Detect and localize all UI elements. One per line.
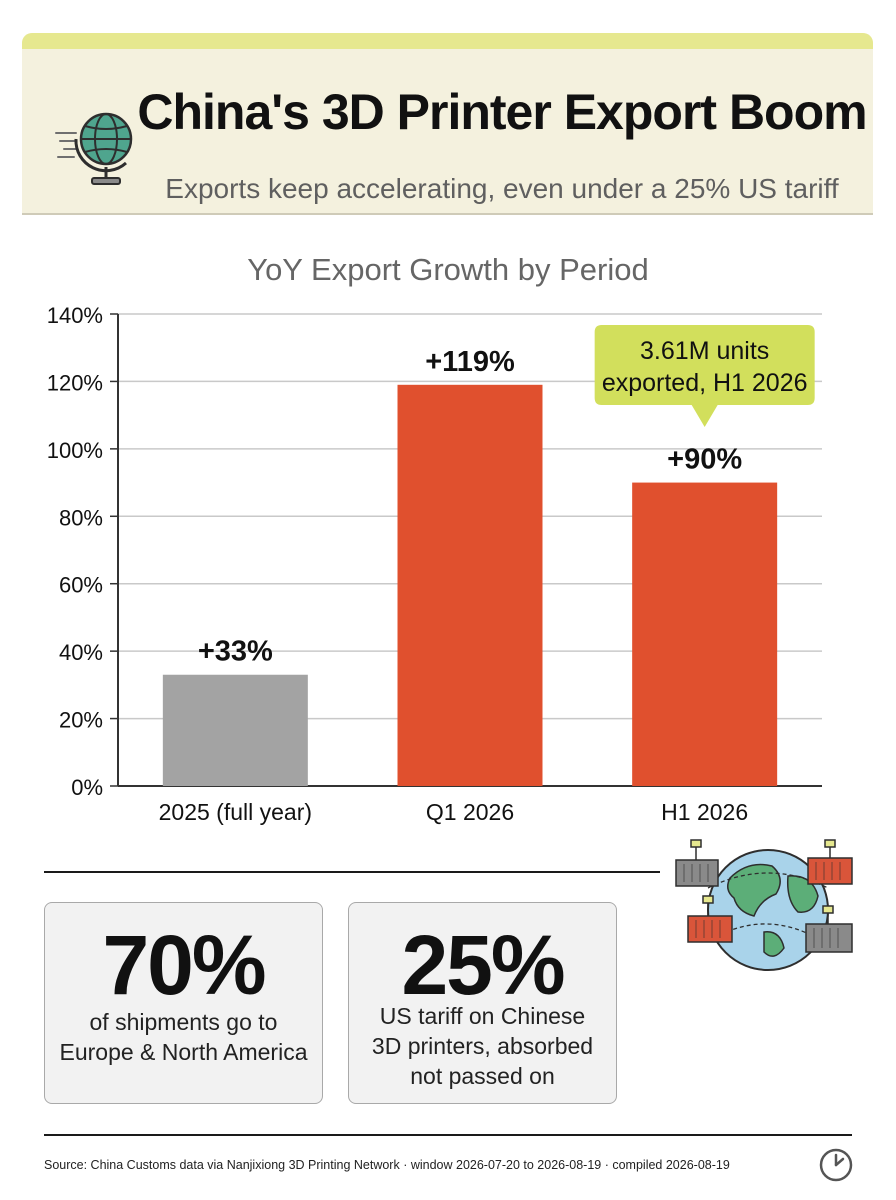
- x-tick-label: 2025 (full year): [159, 799, 312, 825]
- callout-bubble: [594, 325, 815, 427]
- bar-chart: YoY Export Growth by Period 0% 20% 40% 60% 8…: [47, 252, 822, 825]
- source-note: Source: China Customs data via Nanjixion…: [44, 1158, 730, 1172]
- page-title: China's 3D Printer Export Boom: [137, 84, 867, 140]
- bar-value-label: +119%: [425, 346, 515, 378]
- stat-value: 70%: [102, 918, 266, 1012]
- annotation-callout: 3.61M units exported, H1 2026: [594, 325, 815, 427]
- globe-icon: [55, 112, 133, 185]
- y-tick-label: 100%: [47, 438, 103, 463]
- stat-description-line: of shipments go to: [89, 1009, 278, 1035]
- clock-icon: [819, 1148, 853, 1182]
- section-divider: [44, 871, 660, 873]
- stat-description-line: Europe & North America: [59, 1039, 308, 1065]
- x-tick-label: Q1 2026: [426, 799, 514, 825]
- y-tick-label: 140%: [47, 303, 103, 328]
- bar: [632, 482, 778, 786]
- header-accent-band: [22, 33, 873, 49]
- y-tick-label: 40%: [59, 640, 103, 665]
- global-shipping-icon: [675, 839, 853, 971]
- bar-value-label: +33%: [198, 636, 273, 668]
- stat-description-line: 3D printers, absorbed: [371, 1033, 594, 1059]
- stat-description: of shipments go to Europe & North Americ…: [55, 1007, 312, 1067]
- stat-description: US tariff on Chinese 3D printers, absorb…: [359, 1001, 606, 1091]
- y-tick-label: 60%: [59, 573, 103, 598]
- y-tick-label: 20%: [59, 708, 103, 733]
- bar: [162, 674, 308, 786]
- bar: [397, 384, 543, 786]
- x-tick-label: H1 2026: [661, 799, 748, 825]
- header-banner: China's 3D Printer Export Boom Exports k…: [22, 33, 873, 215]
- footer-divider: [44, 1134, 852, 1136]
- stat-value: 25%: [401, 918, 565, 1012]
- callout-text-line1: 3.61M units: [640, 337, 769, 365]
- stat-card-shipments: 70% of shipments go to Europe & North Am…: [44, 902, 323, 1104]
- callout-text-line2: exported, H1 2026: [602, 369, 808, 397]
- y-tick-label: 120%: [47, 370, 103, 395]
- y-tick-label: 80%: [59, 505, 103, 530]
- stat-description-line: not passed on: [410, 1063, 555, 1089]
- stat-description-line: US tariff on Chinese: [379, 1003, 586, 1029]
- y-tick-label: 0%: [71, 775, 103, 800]
- page-subtitle: Exports keep accelerating, even under a …: [165, 173, 839, 204]
- stat-card-tariff: 25% US tariff on Chinese 3D printers, ab…: [348, 902, 617, 1104]
- bar-value-label: +90%: [667, 444, 742, 476]
- chart-title: YoY Export Growth by Period: [247, 252, 649, 287]
